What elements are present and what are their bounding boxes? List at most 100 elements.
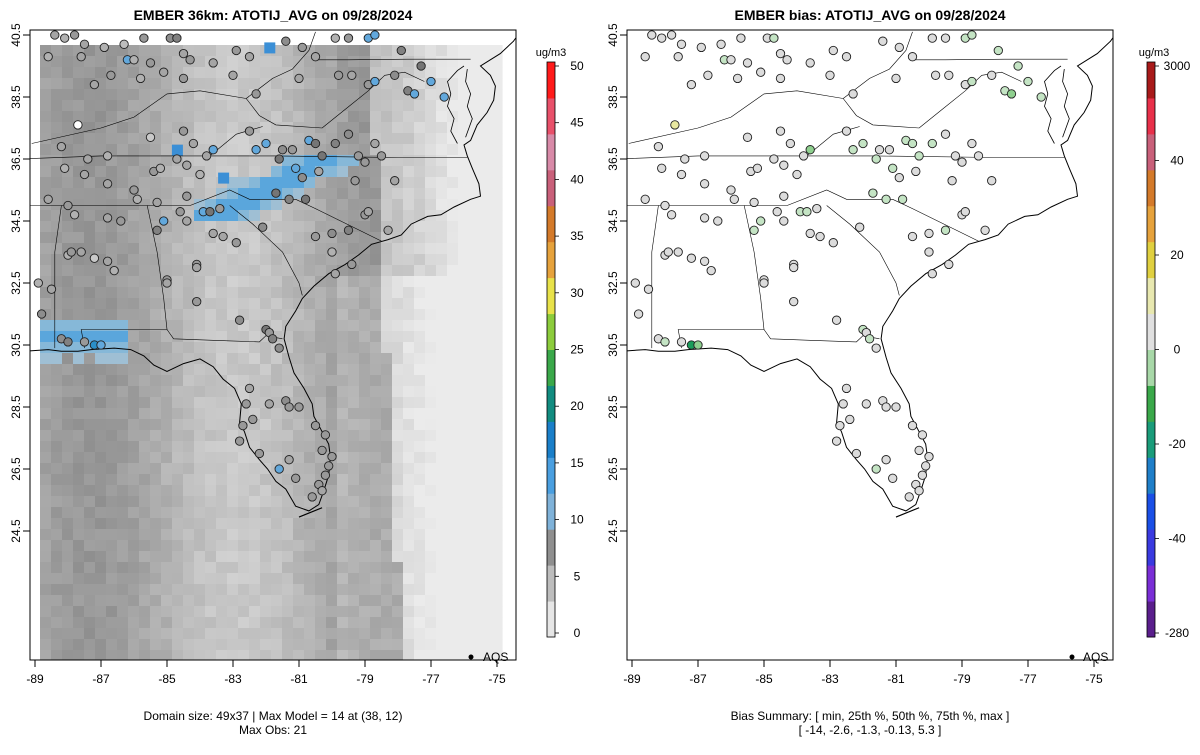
site-marker[interactable] xyxy=(327,451,337,462)
site-marker[interactable] xyxy=(178,48,189,59)
site-marker[interactable] xyxy=(248,414,258,425)
site-marker[interactable] xyxy=(300,194,311,204)
site-marker[interactable] xyxy=(759,278,769,288)
site-marker[interactable] xyxy=(102,179,113,189)
site-marker[interactable] xyxy=(841,52,852,62)
site-marker[interactable] xyxy=(116,216,126,226)
site-marker[interactable] xyxy=(805,145,815,155)
site-marker[interactable] xyxy=(89,253,100,263)
site-marker[interactable] xyxy=(96,340,106,350)
site-marker[interactable] xyxy=(1023,76,1033,87)
left-site-markers[interactable] xyxy=(18,30,449,502)
site-marker[interactable] xyxy=(789,296,799,307)
site-marker[interactable] xyxy=(907,231,918,242)
site-marker[interactable] xyxy=(99,42,109,53)
site-marker[interactable] xyxy=(69,30,80,40)
site-marker[interactable] xyxy=(383,225,393,235)
site-marker[interactable] xyxy=(904,492,914,502)
site-marker[interactable] xyxy=(881,455,891,465)
site-marker[interactable] xyxy=(841,383,852,394)
site-marker[interactable] xyxy=(670,120,680,130)
site-marker[interactable] xyxy=(102,151,113,161)
site-marker[interactable] xyxy=(172,33,182,43)
site-marker[interactable] xyxy=(333,70,344,80)
site-marker[interactable] xyxy=(297,172,307,183)
site-marker[interactable] xyxy=(782,55,792,65)
site-marker[interactable] xyxy=(79,169,90,180)
site-marker[interactable] xyxy=(139,33,149,43)
site-marker[interactable] xyxy=(119,39,129,49)
site-marker[interactable] xyxy=(36,309,47,319)
site-marker[interactable] xyxy=(370,76,380,87)
site-marker[interactable] xyxy=(924,228,934,239)
site-marker[interactable] xyxy=(633,309,644,319)
site-marker[interactable] xyxy=(258,222,268,232)
site-marker[interactable] xyxy=(172,154,182,164)
site-marker[interactable] xyxy=(135,73,146,84)
site-marker[interactable] xyxy=(360,157,370,167)
site-marker[interactable] xyxy=(294,402,304,412)
site-marker[interactable] xyxy=(894,42,904,53)
site-marker[interactable] xyxy=(281,36,291,46)
site-marker[interactable] xyxy=(884,145,895,155)
site-marker[interactable] xyxy=(291,473,301,483)
site-marker[interactable] xyxy=(967,76,977,87)
site-marker[interactable] xyxy=(353,151,364,161)
site-marker[interactable] xyxy=(924,451,934,462)
site-marker[interactable] xyxy=(208,58,218,68)
site-marker[interactable] xyxy=(924,247,934,257)
site-marker[interactable] xyxy=(132,194,142,204)
site-marker[interactable] xyxy=(914,445,924,456)
site-marker[interactable] xyxy=(330,33,340,43)
site-marker[interactable] xyxy=(234,315,245,325)
site-marker[interactable] xyxy=(825,70,835,80)
site-marker[interactable] xyxy=(921,461,931,471)
site-marker[interactable] xyxy=(215,203,225,214)
site-marker[interactable] xyxy=(284,402,294,412)
site-marker[interactable] xyxy=(749,197,759,208)
site-marker[interactable] xyxy=(254,448,265,459)
site-marker[interactable] xyxy=(888,163,898,173)
site-marker[interactable] xyxy=(861,399,871,409)
site-marker[interactable] xyxy=(294,73,304,84)
site-marker[interactable] xyxy=(1036,92,1046,102)
site-marker[interactable] xyxy=(370,30,380,40)
site-marker[interactable] xyxy=(917,430,928,440)
site-marker[interactable] xyxy=(696,42,706,53)
site-marker[interactable] xyxy=(699,256,710,266)
site-marker[interactable] xyxy=(699,179,710,189)
site-marker[interactable] xyxy=(63,200,73,211)
site-marker[interactable] xyxy=(802,207,812,217)
site-marker[interactable] xyxy=(640,194,650,204)
site-marker[interactable] xyxy=(376,151,387,161)
site-marker[interactable] xyxy=(805,228,815,239)
site-marker[interactable] xyxy=(363,207,373,217)
site-marker[interactable] xyxy=(56,141,67,152)
site-marker[interactable] xyxy=(828,238,838,248)
site-marker[interactable] xyxy=(182,216,192,226)
site-marker[interactable] xyxy=(244,52,255,62)
site-marker[interactable] xyxy=(756,216,766,226)
site-marker[interactable] xyxy=(106,70,116,80)
site-marker[interactable] xyxy=(871,464,881,474)
site-marker[interactable] xyxy=(66,247,76,257)
site-marker[interactable] xyxy=(343,225,354,235)
site-marker[interactable] xyxy=(666,30,677,40)
site-marker[interactable] xyxy=(129,55,139,65)
site-marker[interactable] xyxy=(79,39,90,49)
site-marker[interactable] xyxy=(993,45,1003,56)
site-marker[interactable] xyxy=(60,33,70,43)
site-marker[interactable] xyxy=(815,231,825,242)
site-marker[interactable] xyxy=(129,185,139,195)
site-marker[interactable] xyxy=(343,129,354,139)
site-marker[interactable] xyxy=(940,225,951,235)
right-site-markers[interactable] xyxy=(615,30,1046,502)
site-marker[interactable] xyxy=(871,154,881,164)
site-marker[interactable] xyxy=(241,399,251,409)
site-marker[interactable] xyxy=(343,33,354,43)
site-marker[interactable] xyxy=(439,92,449,102)
site-marker[interactable] xyxy=(864,334,875,344)
site-marker[interactable] xyxy=(891,402,901,412)
site-marker[interactable] xyxy=(43,194,53,204)
site-marker[interactable] xyxy=(50,30,60,40)
